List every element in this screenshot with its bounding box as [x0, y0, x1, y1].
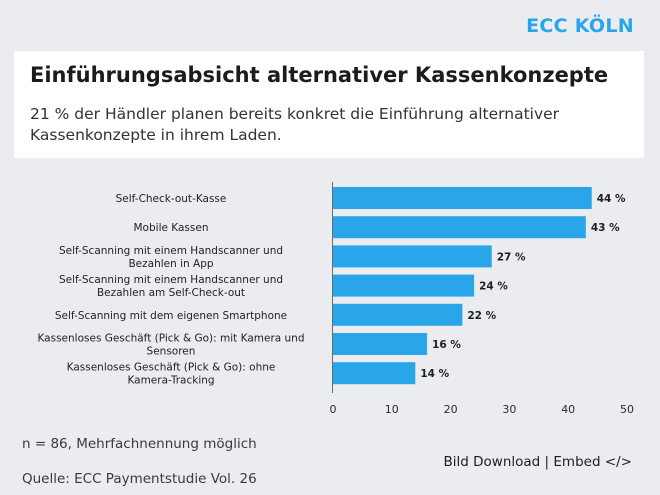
- data-label: 44 %: [597, 193, 626, 205]
- x-tick-label: 20: [444, 403, 458, 416]
- source-note: Quelle: ECC Paymentstudie Vol. 26: [22, 471, 257, 487]
- image-download-link[interactable]: Bild Download: [443, 454, 541, 470]
- bar: [333, 333, 428, 355]
- category-label: Kassenloses Geschäft (Pick & Go): mit Ka…: [37, 333, 304, 358]
- category-label-line: Self-Scanning mit dem eigenen Smartphone: [55, 310, 287, 322]
- bar: [333, 187, 592, 209]
- chart-subtitle: 21 % der Händler planen bereits konkret …: [30, 105, 560, 144]
- category-label: Self-Scanning mit einem Handscanner und B…: [59, 245, 283, 270]
- data-label: 43 %: [591, 222, 620, 234]
- brand-logo: ECC KÖLN: [526, 15, 634, 37]
- category-label: Self-Check-out-Kasse: [116, 193, 227, 205]
- bar-chart: 44 % Self-Check-out-Kasse 43 % Mobile Kasse…: [37, 182, 634, 416]
- category-label: Kassenloses Geschäft (Pick & Go): ohne Ka…: [67, 362, 276, 387]
- category-label: Self-Scanning mit dem eigenen Smartphone: [55, 310, 287, 322]
- header-card: Einführungsabsicht alternativer Kassenko…: [14, 51, 644, 158]
- data-label: 24 %: [479, 281, 508, 293]
- bar: [333, 303, 463, 326]
- category-label-line: Bezahlen am Self-Check-out: [97, 287, 245, 299]
- sample-note: n = 86, Mehrfachnennung möglich: [22, 436, 257, 452]
- category-label-line: Kassenloses Geschäft (Pick & Go): ohne: [67, 362, 276, 374]
- category-label-line: Sensoren: [147, 346, 196, 358]
- category-label-line: Mobile Kassen: [134, 222, 209, 234]
- bar: [333, 245, 492, 268]
- category-label-line: Kassenloses Geschäft (Pick & Go): mit Ka…: [37, 333, 304, 345]
- category-label: Mobile Kassen: [134, 222, 209, 234]
- category-label-line: Self-Check-out-Kasse: [116, 193, 227, 205]
- category-label-line: Self-Scanning mit einem Handscanner und: [59, 245, 283, 257]
- x-tick-label: 40: [561, 403, 575, 416]
- footer-links: Bild Download | Embed </>: [444, 454, 632, 470]
- data-label: 22 %: [467, 310, 496, 322]
- x-tick-label: 0: [330, 403, 337, 416]
- bar: [333, 362, 416, 385]
- data-label: 14 %: [420, 368, 449, 380]
- data-label: 16 %: [432, 339, 461, 351]
- footer-separator: |: [544, 454, 550, 470]
- embed-link[interactable]: Embed </>: [553, 454, 632, 470]
- x-tick-label: 10: [385, 403, 399, 416]
- chart-title: Einführungsabsicht alternativer Kassenko…: [30, 63, 609, 87]
- category-label-line: Bezahlen in App: [128, 258, 213, 270]
- category-label-line: Kamera-Tracking: [127, 375, 214, 387]
- bar: [333, 216, 586, 239]
- data-label: 27 %: [497, 251, 526, 263]
- category-label: Self-Scanning mit einem Handscanner und B…: [59, 274, 283, 299]
- bar: [333, 274, 475, 297]
- category-label-line: Self-Scanning mit einem Handscanner und: [59, 274, 283, 286]
- x-tick-label: 30: [502, 403, 516, 416]
- x-tick-label: 50: [620, 403, 634, 416]
